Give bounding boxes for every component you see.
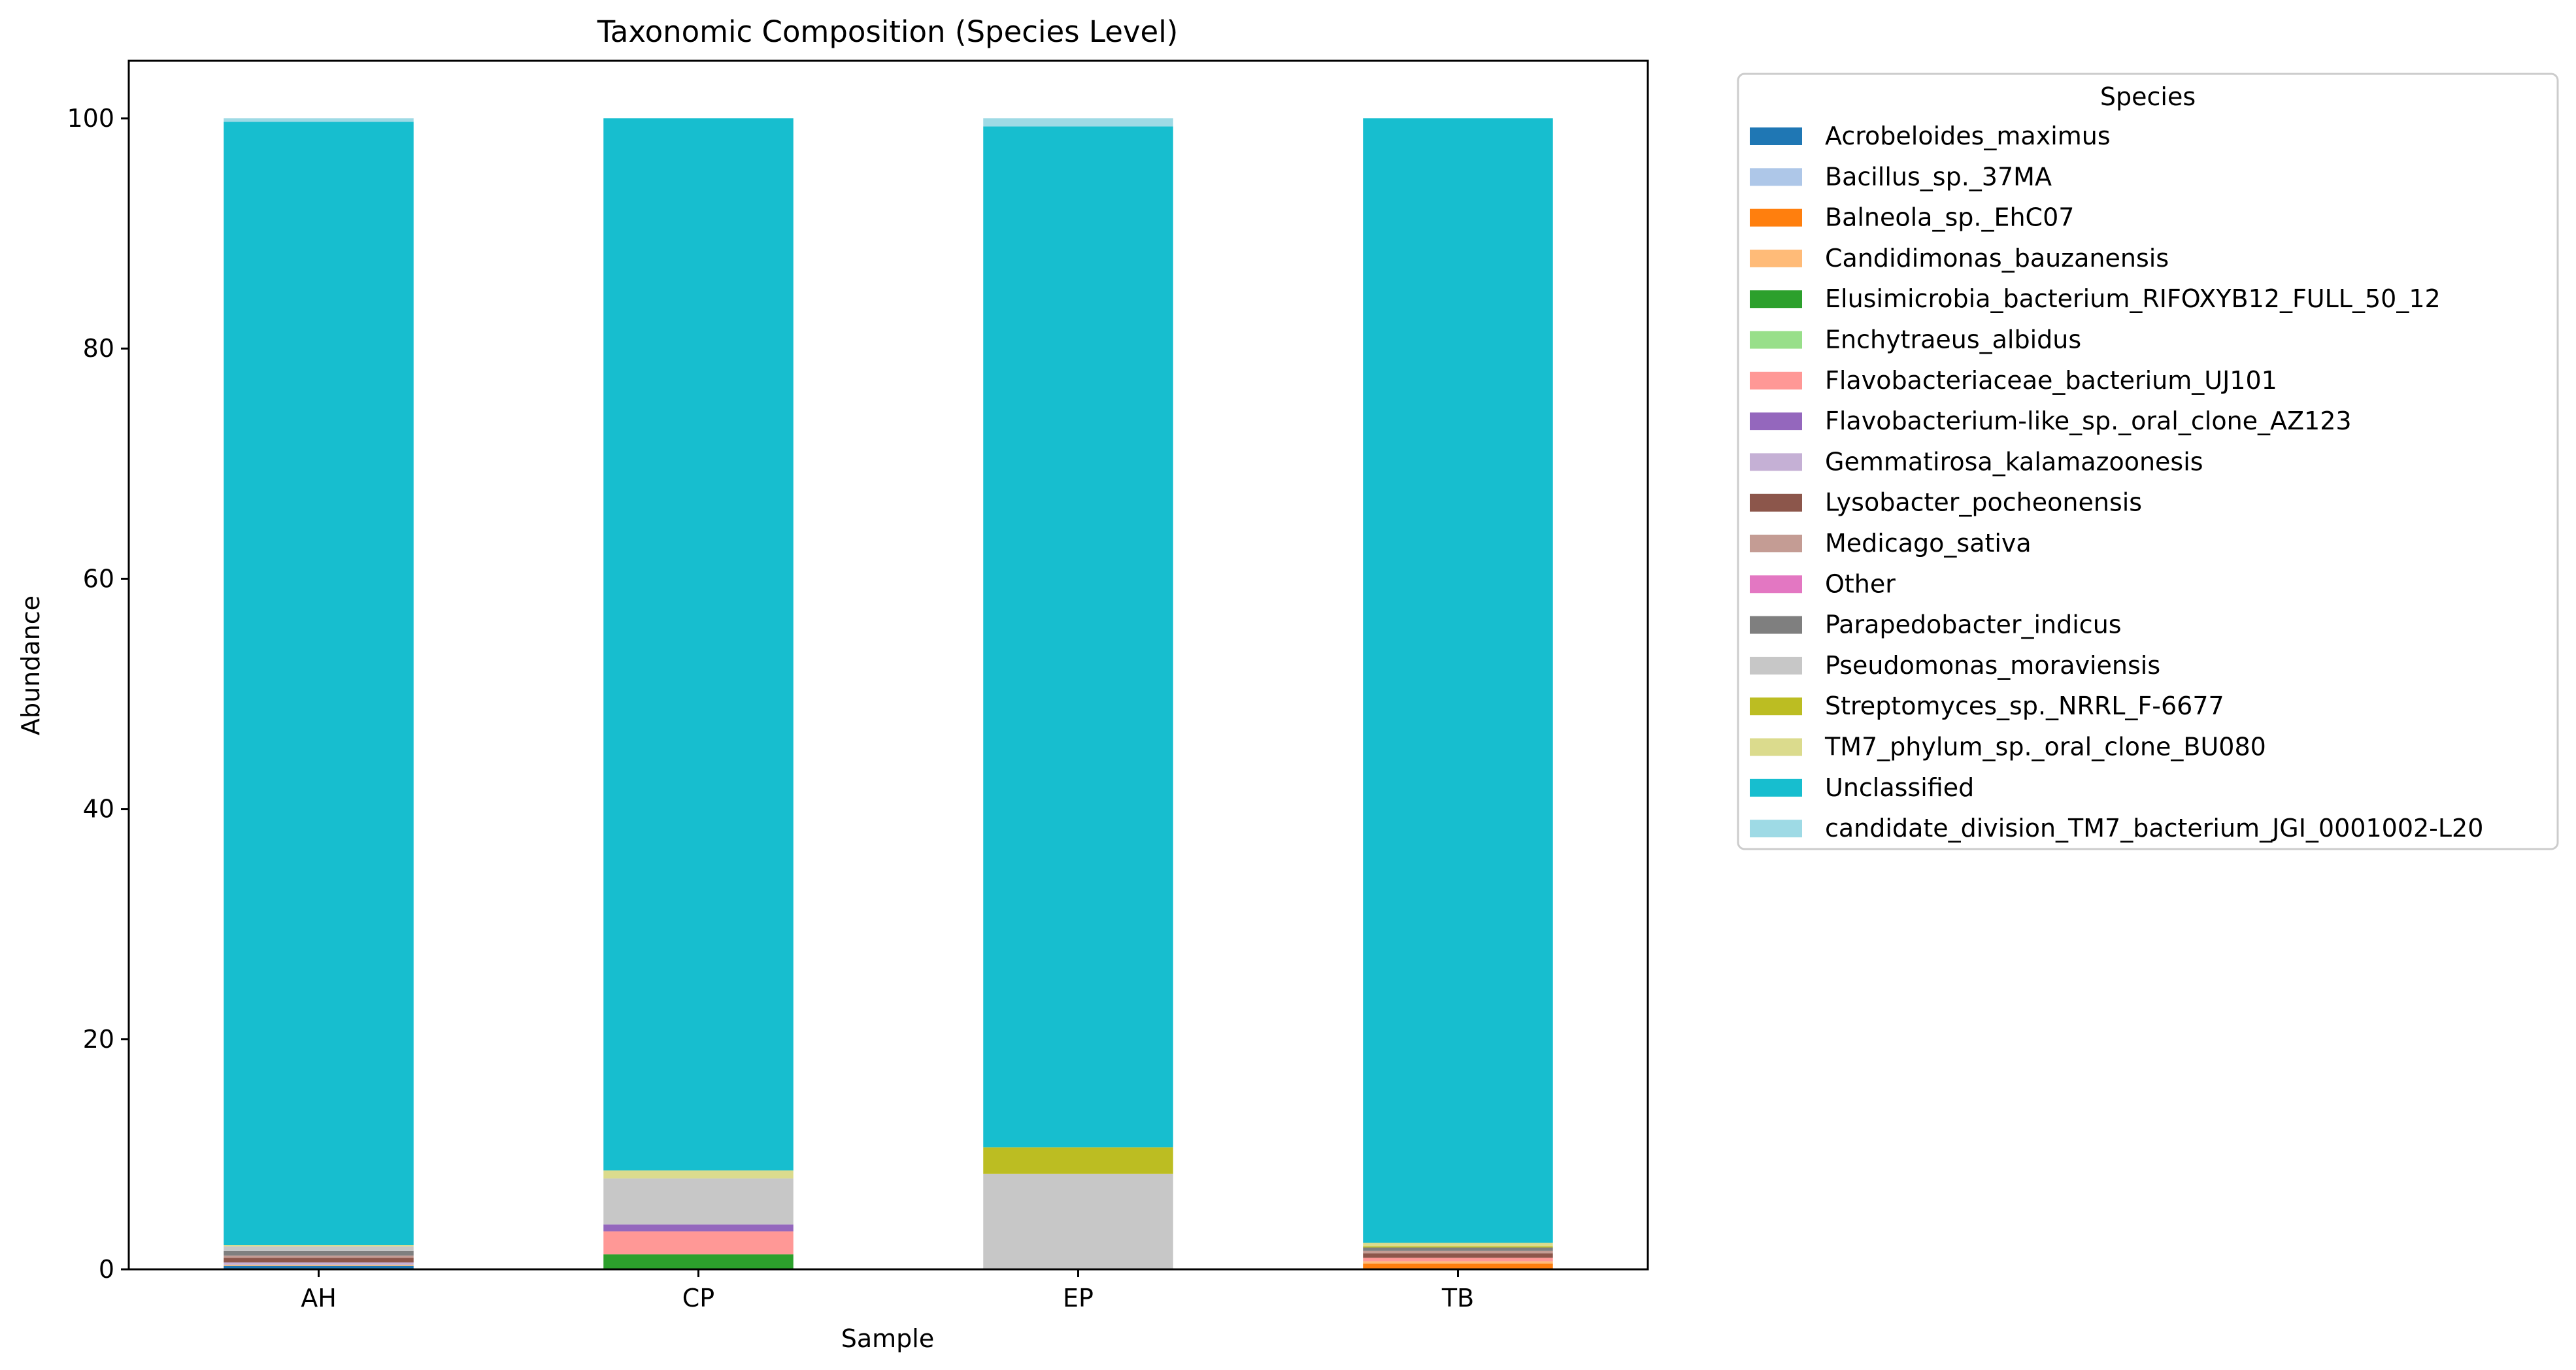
legend-swatch-5 (1750, 331, 1802, 349)
y-tick-label: 20 (83, 1025, 114, 1054)
bar-segment-tb-3 (1363, 1261, 1553, 1264)
y-tick-label: 80 (83, 334, 114, 363)
legend-label-11: Other (1825, 569, 1896, 598)
bar-segment-cp-6 (603, 1231, 794, 1255)
legend-swatch-1 (1750, 168, 1802, 186)
chart-title: Taxonomic Composition (Species Level) (597, 14, 1179, 49)
legend-swatch-4 (1750, 290, 1802, 309)
legend-label-1: Bacillus_sp._37MA (1825, 162, 2052, 191)
legend-label-7: Flavobacterium-like_sp._oral_clone_AZ123 (1825, 407, 2352, 435)
legend-swatch-11 (1750, 575, 1802, 593)
legend-label-9: Lysobacter_pocheonensis (1825, 488, 2142, 517)
bar-segment-tb-9 (1363, 1253, 1553, 1258)
y-axis: 0 20 40 60 80 100 (67, 104, 129, 1284)
legend-label-8: Gemmatirosa_kalamazoonesis (1825, 447, 2203, 476)
bar-segment-ah-0 (224, 1265, 414, 1269)
y-axis-label: Abundance (16, 595, 45, 735)
legend-title: Species (2100, 82, 2196, 111)
bar-segment-cp-16 (603, 118, 794, 1171)
x-axis: AH CP EP TB (301, 1269, 1474, 1312)
bar-segment-ah-17 (224, 118, 414, 122)
x-axis-label: Sample (841, 1324, 934, 1353)
legend-label-15: TM7_phylum_sp._oral_clone_BU080 (1824, 733, 2266, 761)
bar-segment-cp-4 (603, 1254, 794, 1269)
bar-segment-tb-2 (1363, 1263, 1553, 1269)
legend-swatch-2 (1750, 209, 1802, 227)
bar-segment-ep-14 (983, 1147, 1173, 1174)
bar-segment-ah-9 (224, 1258, 414, 1263)
legend-label-13: Pseudomonas_moraviensis (1825, 651, 2160, 680)
legend-items: Acrobeloides_maximus Bacillus_sp._37MA Bal… (1750, 122, 2483, 843)
bar-segment-ah-15 (224, 1245, 414, 1246)
legend-label-6: Flavobacteriaceae_bacterium_UJ101 (1825, 366, 2277, 395)
legend-label-0: Acrobeloides_maximus (1825, 122, 2111, 150)
legend-swatch-13 (1750, 656, 1802, 675)
bar-segment-tb-10 (1363, 1250, 1553, 1254)
legend-label-3: Candidimonas_bauzanensis (1825, 244, 2169, 273)
legend-label-14: Streptomyces_sp._NRRL_F-6677 (1825, 692, 2224, 720)
bar-segment-ah-10 (224, 1255, 414, 1258)
bar-segment-ep-17 (983, 118, 1173, 127)
legend-label-5: Enchytraeus_albidus (1825, 326, 2081, 354)
legend-label-17: candidate_division_TM7_bacterium_JGI_000… (1825, 814, 2483, 843)
y-tick-label: 40 (83, 795, 114, 824)
legend-swatch-3 (1750, 249, 1802, 267)
bar-segment-tb-12 (1363, 1247, 1553, 1251)
legend-label-2: Balneola_sp._EhC07 (1825, 203, 2074, 232)
bar-segment-ah-12 (224, 1250, 414, 1256)
legend-swatch-12 (1750, 616, 1802, 634)
legend-label-4: Elusimicrobia_bacterium_RIFOXYB12_FULL_5… (1825, 284, 2441, 313)
legend-swatch-14 (1750, 697, 1802, 716)
legend-frame (1737, 73, 2559, 850)
legend-label-10: Medicago_sativa (1825, 529, 2032, 558)
legend-label-12: Parapedobacter_indicus (1825, 610, 2122, 639)
bar-segment-tb-16 (1363, 118, 1553, 1243)
bar-segment-ah-13 (224, 1246, 414, 1251)
x-tick-label-tb: TB (1441, 1284, 1474, 1312)
legend-swatch-9 (1750, 493, 1802, 512)
bar-segment-tb-6 (1363, 1258, 1553, 1261)
bar-segment-ep-16 (983, 126, 1173, 1148)
bar-segment-ah-8 (224, 1262, 414, 1265)
legend-swatch-8 (1750, 453, 1802, 471)
bar-segment-ah-3 (224, 1264, 414, 1266)
bar-segment-tb-15 (1363, 1243, 1553, 1246)
legend-label-16: Unclassified (1825, 773, 1974, 802)
bar-segment-cp-15 (603, 1170, 794, 1178)
legend: Species Acrobeloides_maximus Bacillus_sp.… (1737, 73, 2559, 850)
legend-swatch-15 (1750, 738, 1802, 756)
x-tick-label-ep: EP (1063, 1284, 1094, 1312)
x-tick-label-ah: AH (301, 1284, 337, 1312)
legend-swatch-0 (1750, 127, 1802, 145)
y-tick-label: 60 (83, 564, 114, 593)
bar-segment-cp-7 (603, 1224, 794, 1231)
legend-swatch-16 (1750, 778, 1802, 797)
y-tick-label: 0 (99, 1255, 114, 1284)
legend-swatch-17 (1750, 820, 1802, 838)
legend-swatch-10 (1750, 535, 1802, 552)
bar-segment-cp-13 (603, 1178, 794, 1225)
x-tick-label-cp: CP (682, 1284, 714, 1312)
y-tick-label: 100 (67, 104, 114, 133)
legend-swatch-7 (1750, 412, 1802, 431)
bar-segment-ah-16 (224, 122, 414, 1246)
bar-segment-ep-13 (983, 1173, 1173, 1269)
plot-frame (127, 59, 1649, 1271)
bars (224, 118, 1553, 1269)
legend-swatch-6 (1750, 371, 1802, 390)
bar-segment-tb-14 (1363, 1246, 1553, 1248)
